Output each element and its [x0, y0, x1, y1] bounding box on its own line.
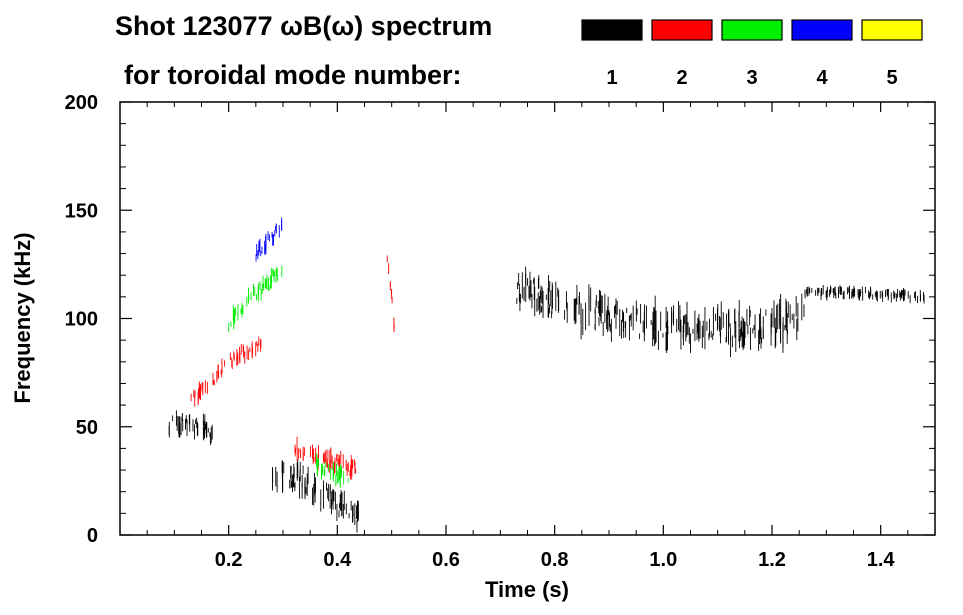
y-tick-label: 50 [76, 417, 98, 439]
series-8 [316, 453, 349, 489]
y-tick-label: 0 [87, 525, 98, 547]
y-tick-label: 100 [65, 309, 98, 331]
legend-label-5: 5 [886, 67, 897, 89]
x-tick-label: 1.0 [649, 549, 677, 571]
legend-label-1: 1 [606, 67, 617, 89]
series-1 [272, 459, 359, 533]
x-axis-label: Time (s) [485, 577, 569, 602]
series-3 [804, 285, 925, 304]
series-6 [294, 436, 357, 480]
series-0 [168, 410, 213, 446]
spectrogram-data [168, 217, 925, 533]
x-tick-label: 0.6 [432, 549, 460, 571]
legend: 1 2 3 4 5 [581, 19, 923, 89]
series-4 [190, 336, 262, 407]
series-5 [386, 255, 395, 333]
legend-swatch-4 [791, 19, 853, 41]
legend-label-3: 3 [746, 67, 757, 89]
series-7 [228, 265, 283, 333]
legend-swatch-1 [581, 19, 643, 41]
y-tick-label: 150 [65, 200, 98, 222]
chart-title-line2: for toroidal mode number: [124, 60, 462, 90]
y-axis-label: Frequency (kHz) [10, 232, 35, 403]
legend-label-4: 4 [816, 67, 828, 89]
x-tick-label: 1.2 [758, 549, 786, 571]
y-tick-label: 200 [65, 92, 98, 114]
legend-label-2: 2 [676, 67, 687, 89]
x-tick-label: 1.4 [867, 549, 896, 571]
plot-frame [119, 101, 936, 536]
x-axis: 0.2 0.4 0.6 0.8 1.0 1.2 1.4 [146, 102, 909, 571]
x-tick-label: 0.4 [323, 549, 352, 571]
legend-swatch-3 [721, 19, 783, 41]
chart-title-line1: Shot 123077 ωB(ω) spectrum [115, 11, 492, 41]
legend-swatch-5 [861, 19, 923, 41]
series-2 [516, 266, 805, 358]
legend-swatch-2 [651, 19, 713, 41]
series-9 [255, 217, 283, 262]
x-tick-label: 0.2 [215, 549, 243, 571]
x-tick-label: 0.8 [541, 549, 569, 571]
y-axis: 0 50 100 150 200 [65, 92, 935, 547]
